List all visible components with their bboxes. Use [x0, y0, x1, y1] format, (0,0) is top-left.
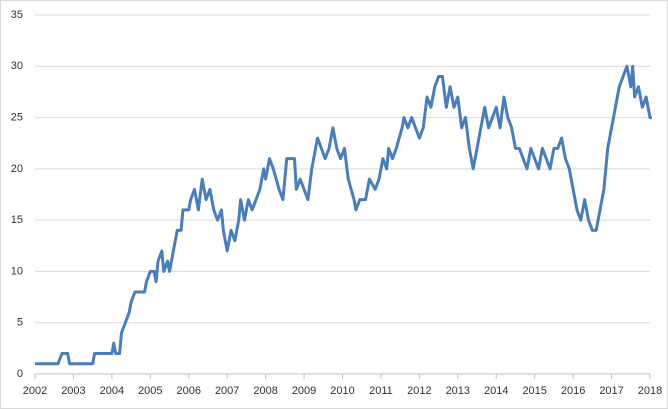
line-series — [35, 64, 652, 366]
x-tick-label: 2018 — [638, 385, 662, 397]
x-tick-label: 2004 — [100, 385, 124, 397]
x-tick-label: 2008 — [253, 385, 277, 397]
y-tick-label: 5 — [17, 317, 23, 329]
x-tick-label: 2002 — [23, 385, 47, 397]
x-tick-label: 2014 — [484, 385, 508, 397]
x-tick-label: 2006 — [177, 385, 201, 397]
y-tick-label: 35 — [11, 9, 23, 21]
y-tick-label: 25 — [11, 111, 23, 123]
x-tick-label: 2005 — [138, 385, 162, 397]
x-tick-label: 2013 — [446, 385, 470, 397]
x-tick-label: 2016 — [561, 385, 585, 397]
x-tick-label: 2011 — [369, 385, 393, 397]
x-tick-label: 2010 — [330, 385, 354, 397]
x-tick-label: 2012 — [407, 385, 431, 397]
x-tick-label: 2009 — [292, 385, 316, 397]
x-tick-label: 2003 — [61, 385, 85, 397]
x-tick-label: 2017 — [599, 385, 623, 397]
x-tick-label: 2015 — [522, 385, 546, 397]
x-tick-label: 2007 — [215, 385, 239, 397]
y-tick-label: 0 — [17, 368, 23, 380]
y-tick-label: 15 — [11, 214, 23, 226]
y-tick-label: 10 — [11, 265, 23, 277]
y-tick-label: 30 — [11, 60, 23, 72]
y-tick-label: 20 — [11, 163, 23, 175]
